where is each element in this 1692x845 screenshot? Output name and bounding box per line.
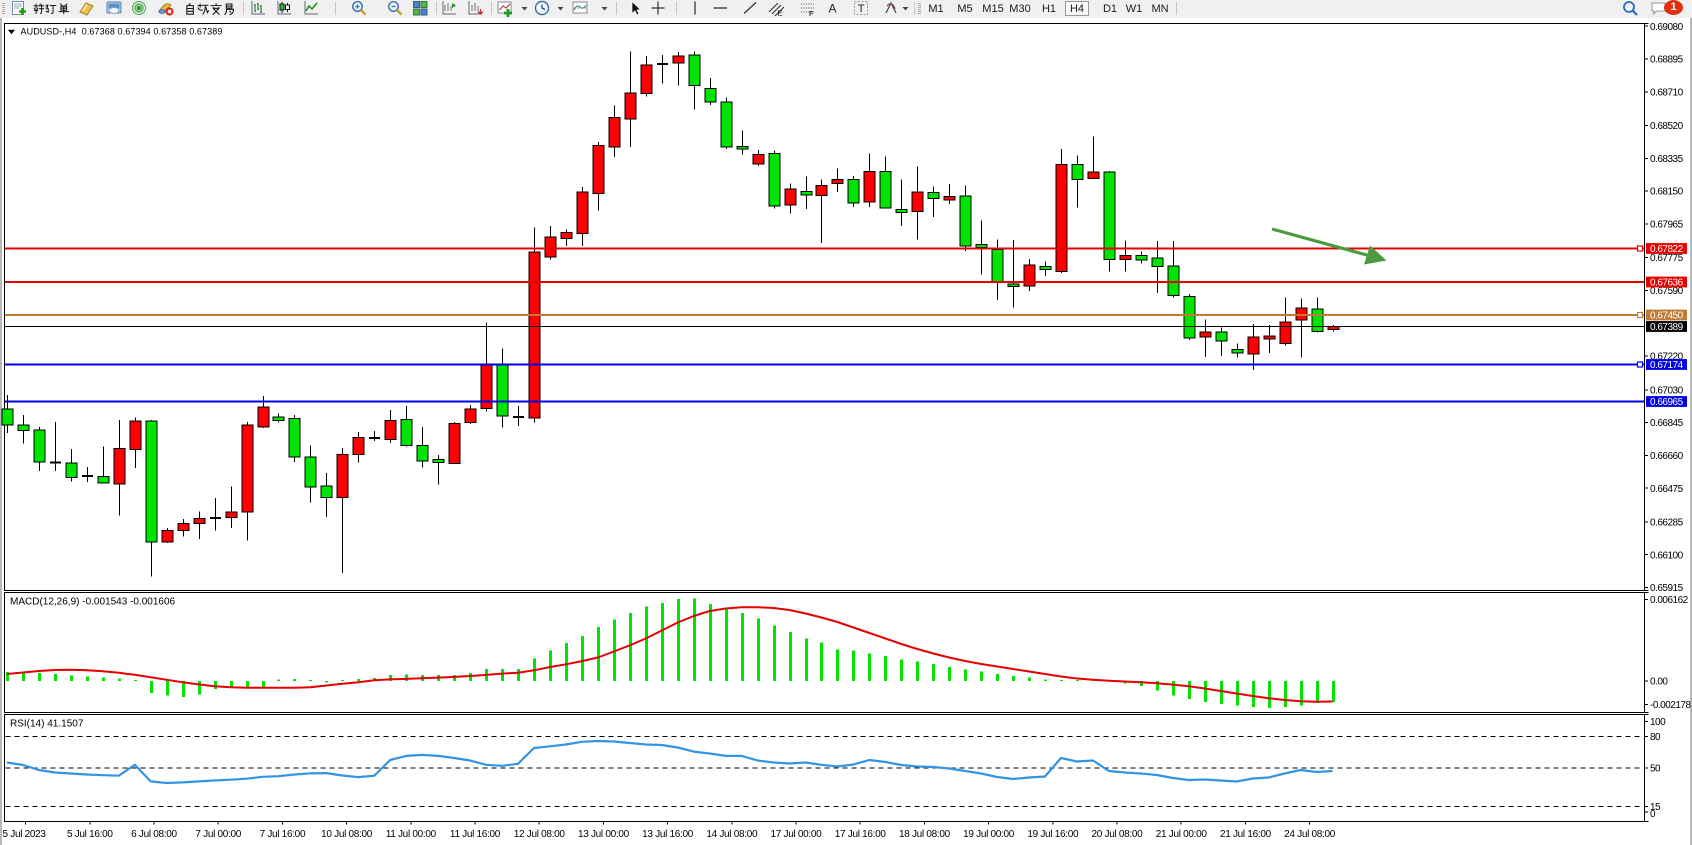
svg-text:0.67775: 0.67775 (1650, 253, 1684, 264)
svg-text:14 Jul 08:00: 14 Jul 08:00 (706, 829, 758, 840)
svg-text:21 Jul 00:00: 21 Jul 00:00 (1156, 829, 1208, 840)
svg-text:E: E (778, 9, 783, 18)
svg-text:17 Jul 00:00: 17 Jul 00:00 (771, 829, 823, 840)
svg-text:MACD(12,26,9) -0.001543 -0.001: MACD(12,26,9) -0.001543 -0.001606 (10, 597, 176, 608)
svg-text:0.65915: 0.65915 (1650, 583, 1684, 594)
svg-text:17 Jul 16:00: 17 Jul 16:00 (835, 829, 887, 840)
svg-text:6 Jul 08:00: 6 Jul 08:00 (131, 829, 177, 840)
svg-text:0.006162: 0.006162 (1650, 595, 1689, 606)
svg-text:0.66475: 0.66475 (1650, 484, 1684, 495)
svg-text:11 Jul 00:00: 11 Jul 00:00 (386, 829, 437, 840)
svg-text:0: 0 (1650, 809, 1656, 820)
svg-text:-0.002178: -0.002178 (1650, 700, 1691, 711)
svg-text:0.68895: 0.68895 (1650, 55, 1684, 66)
svg-text:0.69080: 0.69080 (1650, 22, 1684, 33)
svg-text:AUDUSD-,H4 0.67368 0.67394 0.: AUDUSD-,H4 0.67368 0.67394 0.67358 0.673… (21, 27, 223, 37)
svg-text:0.67965: 0.67965 (1650, 220, 1684, 231)
svg-text:80: 80 (1650, 732, 1661, 743)
svg-text:18 Jul 08:00: 18 Jul 08:00 (899, 829, 951, 840)
svg-text:0.66285: 0.66285 (1650, 518, 1684, 529)
svg-text:19 Jul 16:00: 19 Jul 16:00 (1027, 829, 1079, 840)
svg-text:0.66660: 0.66660 (1650, 451, 1684, 462)
svg-text:5 Jul 2023: 5 Jul 2023 (3, 829, 47, 840)
svg-text:50: 50 (1650, 764, 1661, 775)
svg-text:0.67174: 0.67174 (1650, 360, 1684, 371)
svg-text:0.67590: 0.67590 (1650, 286, 1684, 297)
svg-text:15: 15 (1650, 802, 1661, 813)
svg-text:10 Jul 08:00: 10 Jul 08:00 (321, 829, 373, 840)
svg-text:0.67822: 0.67822 (1650, 244, 1684, 255)
svg-text:0.68150: 0.68150 (1650, 187, 1684, 198)
svg-text:0.67389: 0.67389 (1650, 322, 1684, 333)
svg-text:RSI(14) 41.1507: RSI(14) 41.1507 (10, 719, 84, 730)
svg-text:0.66845: 0.66845 (1650, 418, 1684, 429)
svg-text:0.67030: 0.67030 (1650, 385, 1684, 396)
svg-text:0.68710: 0.68710 (1650, 87, 1684, 98)
svg-text:13 Jul 00:00: 13 Jul 00:00 (578, 829, 630, 840)
svg-text:0.00: 0.00 (1650, 677, 1668, 688)
svg-text:11 Jul 16:00: 11 Jul 16:00 (450, 829, 501, 840)
svg-text:13 Jul 16:00: 13 Jul 16:00 (642, 829, 694, 840)
svg-text:7 Jul 00:00: 7 Jul 00:00 (195, 829, 241, 840)
svg-text:0.67450: 0.67450 (1650, 311, 1684, 322)
svg-text:20 Jul 08:00: 20 Jul 08:00 (1092, 829, 1144, 840)
svg-text:12 Jul 08:00: 12 Jul 08:00 (514, 829, 566, 840)
svg-text:0.68335: 0.68335 (1650, 154, 1684, 165)
svg-text:0.66965: 0.66965 (1650, 397, 1684, 408)
svg-text:5 Jul 16:00: 5 Jul 16:00 (67, 829, 113, 840)
svg-text:T: T (858, 3, 865, 15)
svg-text:0.67636: 0.67636 (1650, 278, 1684, 289)
svg-text:A: A (829, 2, 837, 16)
svg-text:F: F (809, 9, 814, 17)
svg-text:7 Jul 16:00: 7 Jul 16:00 (260, 829, 306, 840)
svg-text:0.68520: 0.68520 (1650, 121, 1684, 132)
svg-text:24 Jul 08:00: 24 Jul 08:00 (1284, 829, 1336, 840)
svg-text:21 Jul 16:00: 21 Jul 16:00 (1220, 829, 1272, 840)
svg-text:0.67220: 0.67220 (1650, 352, 1684, 363)
svg-text:19 Jul 00:00: 19 Jul 00:00 (963, 829, 1015, 840)
svg-text:100: 100 (1650, 717, 1666, 728)
svg-text:0.66100: 0.66100 (1650, 550, 1684, 561)
